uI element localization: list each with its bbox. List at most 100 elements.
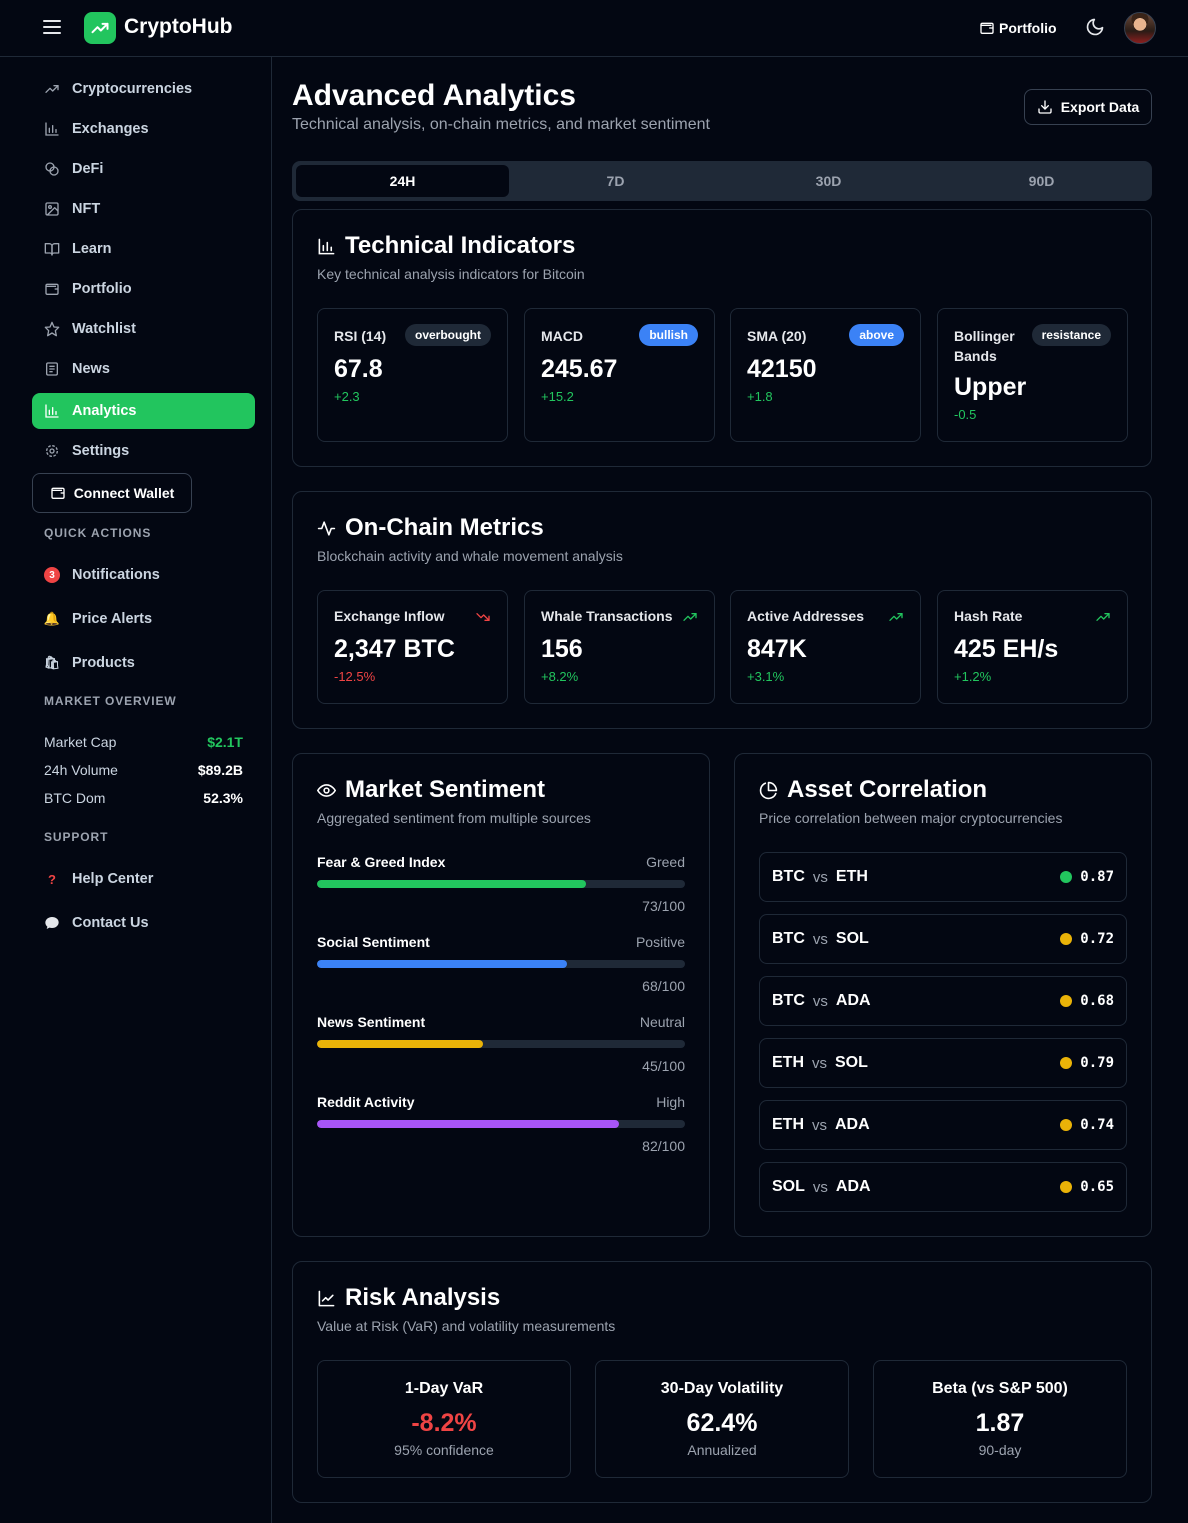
bar-chart-icon: [318, 238, 335, 254]
correlation-row[interactable]: BTC vs SOL 0.72: [759, 914, 1127, 964]
sentiment-status: Greed: [646, 854, 685, 870]
market-overview-row: Market Cap $2.1T: [44, 734, 243, 750]
tab-30d[interactable]: 30D: [815, 173, 842, 189]
quick-action-price-alerts[interactable]: 🔔 Price Alerts: [32, 601, 255, 637]
metric-value: 2,347 BTC: [334, 635, 455, 663]
correlation-row[interactable]: BTC vs ETH 0.87: [759, 852, 1127, 902]
trending-up-icon: [889, 613, 903, 621]
indicator-bollinger[interactable]: Bollinger Bands resistance Upper -0.5: [937, 308, 1128, 442]
indicator-macd[interactable]: MACD bullish 245.67 +15.2: [524, 308, 715, 442]
tab-90d[interactable]: 90D: [1028, 173, 1055, 189]
metric-name: Exchange Inflow: [334, 608, 445, 624]
metric-value: 156: [541, 635, 583, 663]
sidebar-item-watchlist[interactable]: Watchlist: [32, 311, 255, 347]
indicator-value: 245.67: [541, 355, 618, 383]
tab-24h[interactable]: 24H: [296, 165, 509, 197]
indicator-change: +15.2: [541, 389, 574, 404]
sidebar-item-learn[interactable]: Learn: [32, 231, 255, 267]
correlation-vs: vs: [812, 992, 828, 1010]
technical-indicators-title: Technical Indicators: [317, 232, 575, 260]
sidebar-item-label: Portfolio: [72, 281, 132, 297]
sidebar-item-label: DeFi: [72, 161, 104, 177]
risk-value: 62.4%: [686, 1409, 758, 1437]
tab-7d[interactable]: 7D: [606, 173, 625, 189]
market-sentiment-title: Market Sentiment: [317, 776, 545, 804]
support-contact-us[interactable]: Contact Us: [32, 905, 255, 941]
correlation-asset-b: ADA: [835, 992, 871, 1009]
risk-note: 90-day: [978, 1442, 1022, 1458]
metric-name: Hash Rate: [954, 608, 1023, 624]
menu-icon[interactable]: [43, 20, 61, 36]
indicator-badge: above: [849, 324, 904, 346]
correlation-asset-a: ETH: [772, 1054, 804, 1071]
quick-action-products[interactable]: 🛍 Products: [32, 645, 255, 681]
risk-beta[interactable]: Beta (vs S&P 500) 1.87 90-day: [873, 1360, 1127, 1478]
sidebar-item-nft[interactable]: NFT: [32, 191, 255, 227]
metric-active-addresses[interactable]: Active Addresses 847K +3.1%: [730, 590, 921, 704]
bar-chart-icon: [44, 403, 60, 419]
app-name[interactable]: CryptoHub: [124, 15, 233, 38]
sentiment-score: 73/100: [642, 898, 685, 914]
risk-volatility[interactable]: 30-Day Volatility 62.4% Annualized: [595, 1360, 849, 1478]
logo-icon[interactable]: [84, 12, 116, 44]
sidebar-item-portfolio[interactable]: Portfolio: [32, 271, 255, 307]
sentiment-score: 45/100: [642, 1058, 685, 1074]
asset-correlation-title: Asset Correlation: [759, 776, 987, 804]
indicator-name: Bollinger Bands: [954, 328, 1015, 364]
metric-change: -12.5%: [334, 669, 376, 684]
correlation-row[interactable]: ETH vs ADA 0.74: [759, 1100, 1127, 1150]
sidebar-item-news[interactable]: News: [32, 351, 255, 387]
quick-action-label: Products: [72, 655, 135, 671]
newspaper-icon: [44, 361, 60, 377]
support-heading: SUPPORT: [44, 830, 109, 844]
sentiment-label: News Sentiment: [317, 1014, 426, 1030]
quick-actions-heading: QUICK ACTIONS: [44, 526, 152, 540]
indicator-sma[interactable]: SMA (20) above 42150 +1.8: [730, 308, 921, 442]
indicator-name: SMA (20): [747, 328, 807, 344]
sidebar-item-settings[interactable]: Settings: [32, 433, 255, 469]
on-chain-metrics-title: On-Chain Metrics: [317, 514, 544, 542]
connect-wallet-button[interactable]: Connect Wallet: [32, 473, 192, 513]
bar-chart-icon: [44, 121, 60, 137]
risk-var[interactable]: 1-Day VaR -8.2% 95% confidence: [317, 1360, 571, 1478]
correlation-row[interactable]: BTC vs ADA 0.68: [759, 976, 1127, 1026]
correlation-value: 0.72: [1080, 931, 1114, 947]
market-overview-value: $89.2B: [197, 762, 243, 778]
risk-note: Annualized: [687, 1442, 757, 1458]
sentiment-social: Social Sentiment Positive 68/100: [317, 934, 685, 994]
pie-chart-icon: [759, 781, 778, 799]
correlation-row[interactable]: ETH vs SOL 0.79: [759, 1038, 1127, 1088]
activity-icon: [317, 520, 336, 536]
metric-hash-rate[interactable]: Hash Rate 425 EH/s +1.2%: [937, 590, 1128, 704]
sidebar-item-label: Learn: [72, 241, 112, 257]
sentiment-progress-track: [317, 1120, 685, 1128]
coins-icon: [44, 161, 60, 177]
risk-analysis-title: Risk Analysis: [317, 1284, 500, 1312]
moon-icon[interactable]: [1085, 17, 1107, 39]
page-title: Advanced Analytics: [292, 79, 576, 112]
indicator-badge: resistance: [1031, 324, 1111, 346]
correlation-dot: [1060, 1181, 1073, 1193]
sentiment-label: Fear & Greed Index: [317, 854, 446, 870]
risk-value: -8.2%: [411, 1409, 477, 1437]
bell-icon: 🔔: [43, 611, 61, 626]
technical-indicators-card: Technical Indicators Key technical analy…: [292, 209, 1152, 467]
image-icon: [44, 201, 60, 217]
sidebar-item-cryptocurrencies[interactable]: Cryptocurrencies: [32, 71, 255, 107]
support-help-center[interactable]: ? Help Center: [32, 861, 255, 897]
sidebar-item-exchanges[interactable]: Exchanges: [32, 111, 255, 147]
indicator-change: +1.8: [747, 389, 773, 404]
correlation-vs: vs: [812, 1178, 828, 1196]
metric-exchange-inflow[interactable]: Exchange Inflow 2,347 BTC -12.5%: [317, 590, 508, 704]
sidebar-item-analytics[interactable]: Analytics: [32, 393, 255, 429]
metric-whale-transactions[interactable]: Whale Transactions 156 +8.2%: [524, 590, 715, 704]
indicator-value: Upper: [954, 373, 1027, 401]
sidebar-item-defi[interactable]: DeFi: [32, 151, 255, 187]
quick-action-notifications[interactable]: 3 Notifications: [32, 557, 255, 593]
avatar[interactable]: [1124, 12, 1156, 44]
portfolio-link[interactable]: Portfolio: [979, 17, 1057, 39]
correlation-row[interactable]: SOL vs ADA 0.65: [759, 1162, 1127, 1212]
export-data-button[interactable]: Export Data: [1024, 89, 1152, 125]
indicator-rsi[interactable]: RSI (14) overbought 67.8 +2.3: [317, 308, 508, 442]
indicator-value: 67.8: [334, 355, 383, 383]
